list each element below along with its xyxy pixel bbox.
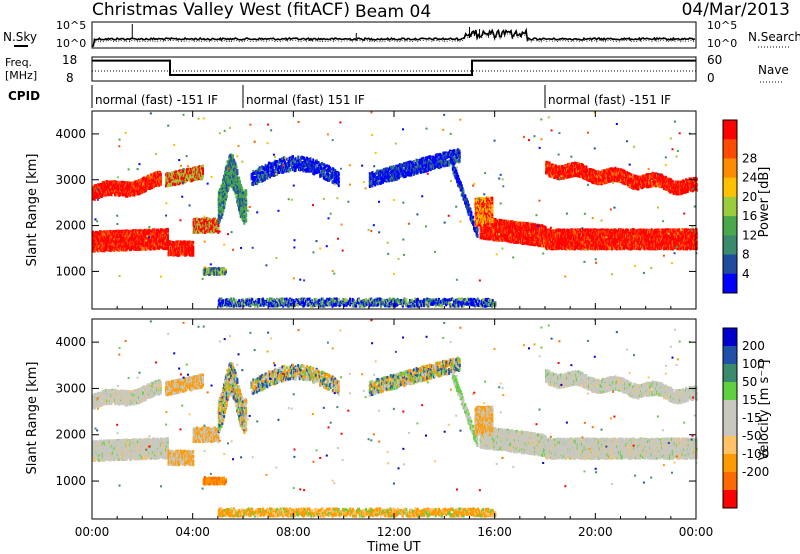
power-cell — [110, 181, 112, 184]
power-cell — [672, 180, 674, 183]
freq-series-line — [92, 61, 696, 75]
cpid-row: CPID normal (fast) -151 IF normal (fast) … — [8, 85, 671, 108]
noise-left-label: N.Sky — [3, 30, 37, 44]
power-cell — [142, 183, 144, 186]
power-cell — [165, 184, 167, 187]
power-cell — [146, 247, 148, 250]
power-cell — [117, 188, 119, 191]
power-cell — [160, 183, 162, 186]
cpid-segment-label: normal (fast) -151 IF — [95, 93, 218, 107]
nave-tick-bottom: 0 — [707, 71, 715, 85]
cpid-label: CPID — [8, 89, 40, 103]
power-cell — [160, 176, 162, 179]
power-cell — [586, 166, 588, 169]
power-cell — [160, 173, 162, 176]
noise-panel: N.Sky 10^5 10^0 10^5 10^0 N.Search — [3, 19, 800, 50]
noise-left-tick-top: 10^5 — [56, 19, 86, 32]
date-label: 04/Mar/2013 — [682, 0, 790, 20]
power-data — [92, 111, 698, 307]
freq-tick-top: 18 — [62, 53, 77, 67]
noise-right-tick-top: 10^5 — [707, 19, 737, 32]
power-cell — [630, 173, 632, 176]
power-cell — [152, 232, 154, 235]
noise-left-tick-bottom: 10^0 — [56, 37, 86, 50]
power-cell — [172, 183, 174, 186]
power-cell — [654, 175, 656, 178]
power-cell — [162, 235, 164, 238]
power-cell — [125, 181, 127, 184]
power-cell — [147, 174, 149, 177]
power-cell — [629, 175, 631, 178]
freq-label-2: [MHz] — [5, 69, 37, 82]
power-cell — [103, 248, 105, 251]
power-cell — [127, 186, 129, 189]
power-cell — [153, 247, 155, 250]
freq-label-1: Freq. — [5, 56, 32, 69]
cpid-segment-label: normal (fast) 151 IF — [246, 93, 365, 107]
freq-tick-bottom: 8 — [66, 71, 74, 85]
nave-label: Nave — [758, 63, 789, 77]
noise-series — [92, 24, 695, 48]
noise-right-label: N.Search — [748, 30, 800, 44]
power-cell — [110, 230, 112, 233]
power-cell — [167, 228, 169, 231]
power-cell — [174, 183, 176, 186]
noise-panel-frame — [92, 22, 696, 48]
power-cell — [202, 175, 204, 178]
station-title: Christmas Valley West (fitACF) — [92, 0, 350, 20]
cpid-segment-label: normal (fast) -151 IF — [548, 93, 671, 107]
power-cell — [108, 193, 110, 196]
noise-right-tick-bottom: 10^0 — [707, 37, 737, 50]
freq-panel: Freq. [MHz] 18 8 60 0 Nave — [5, 53, 789, 85]
power-cell — [142, 247, 144, 250]
power-cell — [166, 182, 168, 185]
power-cell — [202, 168, 204, 171]
nave-tick-top: 60 — [707, 53, 722, 67]
nsky-series-line — [92, 30, 695, 46]
power-cell — [692, 182, 694, 185]
power-cell — [196, 166, 198, 169]
beam-label: Beam 04 — [355, 2, 431, 22]
